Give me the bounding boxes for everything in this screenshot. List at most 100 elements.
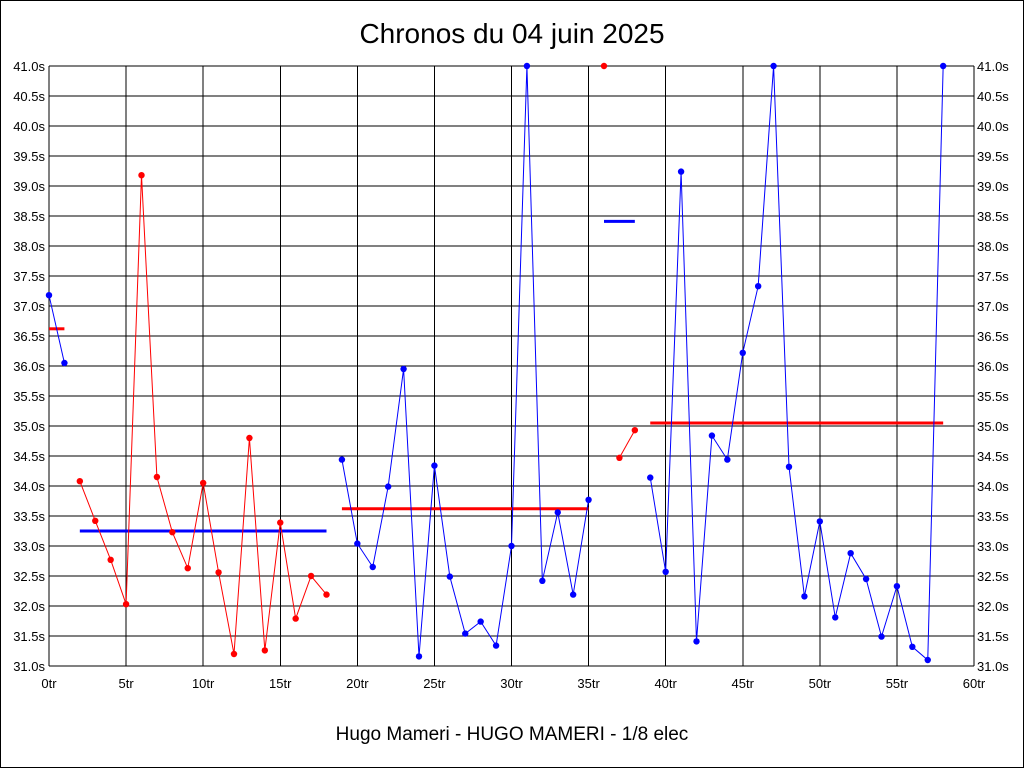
y-tick-label-left: 33.0s <box>13 539 45 554</box>
x-tick-label: 25tr <box>423 676 446 691</box>
data-point <box>277 519 284 526</box>
data-point <box>600 62 608 70</box>
y-axis-ticks: 31.0s 31.0s 31.5s 31.5s 32.0s 32.0s 32.5s 32.5s… <box>13 59 1009 674</box>
data-point <box>785 463 793 470</box>
data-point <box>739 349 746 356</box>
y-tick-label-left: 38.5s <box>13 209 45 224</box>
y-tick-label-right: 41.0s <box>977 59 1009 74</box>
data-point <box>323 591 330 598</box>
data-point <box>153 473 161 481</box>
data-point <box>45 292 53 299</box>
data-point <box>754 283 762 290</box>
x-tick-label: 40tr <box>654 676 677 691</box>
series-line <box>618 429 636 459</box>
data-point <box>92 517 99 524</box>
series-lines <box>48 65 944 662</box>
data-point <box>708 432 716 439</box>
data-point <box>878 633 885 640</box>
data-point <box>801 593 808 600</box>
data-point <box>230 650 238 658</box>
data-point <box>647 474 654 481</box>
y-tick-label-right: 33.5s <box>977 509 1009 524</box>
y-tick-label-left: 37.0s <box>13 299 45 314</box>
data-point <box>384 483 392 490</box>
y-tick-label-left: 39.5s <box>13 149 45 164</box>
y-tick-label-left: 40.0s <box>13 119 45 134</box>
y-tick-label-right: 36.5s <box>977 329 1009 344</box>
x-tick-label: 10tr <box>192 676 215 691</box>
y-tick-label-left: 39.0s <box>13 179 45 194</box>
data-point <box>816 518 824 525</box>
y-tick-label-left: 34.0s <box>13 479 45 494</box>
data-point <box>446 573 454 580</box>
data-point <box>76 478 84 485</box>
y-tick-label-right: 31.5s <box>977 629 1009 644</box>
x-tick-label: 35tr <box>577 676 600 691</box>
data-point <box>400 365 407 373</box>
data-point <box>169 529 176 536</box>
data-point <box>724 456 731 463</box>
y-tick-label-right: 32.0s <box>977 599 1009 614</box>
y-tick-label-left: 37.5s <box>13 269 45 284</box>
y-tick-label-right: 32.5s <box>977 569 1009 584</box>
data-point <box>199 479 207 487</box>
y-tick-label-left: 38.0s <box>13 239 45 254</box>
x-tick-label: 50tr <box>809 676 832 691</box>
data-point <box>508 542 515 550</box>
x-tick-label: 15tr <box>269 676 292 691</box>
data-point <box>554 509 561 516</box>
y-tick-label-left: 32.0s <box>13 599 45 614</box>
data-point <box>492 642 500 649</box>
data-point <box>354 540 361 547</box>
data-point <box>909 643 916 650</box>
data-point <box>924 656 931 664</box>
y-tick-label-left: 36.5s <box>13 329 45 344</box>
average-lines <box>49 219 944 533</box>
y-tick-label-right: 34.5s <box>977 449 1009 464</box>
y-tick-label-left: 31.5s <box>13 629 45 644</box>
y-tick-label-left: 35.5s <box>13 389 45 404</box>
data-point <box>215 569 222 576</box>
data-point <box>832 614 839 621</box>
data-point <box>369 563 376 571</box>
y-tick-label-right: 37.0s <box>977 299 1009 314</box>
data-point <box>462 630 469 637</box>
data-point <box>585 496 592 503</box>
data-point <box>431 462 438 469</box>
data-point <box>693 638 700 645</box>
y-tick-label-right: 35.5s <box>977 389 1009 404</box>
y-tick-label-right: 33.0s <box>977 539 1009 554</box>
y-tick-label-right: 37.5s <box>977 269 1009 284</box>
data-point <box>246 434 253 442</box>
data-point <box>847 550 854 557</box>
chart-subtitle: Hugo Mameri - HUGO MAMERI - 1/8 elec <box>335 724 689 745</box>
y-tick-label-left: 32.5s <box>13 569 45 584</box>
y-tick-label-left: 36.0s <box>13 359 45 374</box>
x-axis-ticks: 0tr 5tr 10tr 15tr 20tr 25tr 30tr 35tr 40tr 45tr 50… <box>41 676 985 691</box>
data-point <box>770 62 777 70</box>
x-tick-label: 60tr <box>963 676 986 691</box>
data-point <box>677 168 685 175</box>
y-tick-label-right: 38.5s <box>977 209 1009 224</box>
data-point <box>122 601 130 608</box>
chart-title: Chronos du 04 juin 2025 <box>359 18 665 49</box>
x-tick-label: 55tr <box>886 676 909 691</box>
data-point <box>261 647 269 654</box>
series-points <box>45 62 947 664</box>
y-tick-label-left: 31.0s <box>13 659 45 674</box>
data-point <box>616 454 623 461</box>
data-point <box>338 456 346 463</box>
data-point <box>138 172 145 179</box>
y-tick-label-right: 40.0s <box>977 119 1009 134</box>
y-tick-label-right: 40.5s <box>977 89 1009 104</box>
data-point <box>107 556 114 563</box>
data-point <box>862 575 870 583</box>
y-tick-label-right: 38.0s <box>977 239 1009 254</box>
x-tick-label: 5tr <box>118 676 134 691</box>
data-point <box>477 618 484 625</box>
data-point <box>415 653 423 660</box>
data-point <box>662 568 669 575</box>
y-tick-label-left: 34.5s <box>13 449 45 464</box>
y-tick-label-left: 33.5s <box>13 509 45 524</box>
